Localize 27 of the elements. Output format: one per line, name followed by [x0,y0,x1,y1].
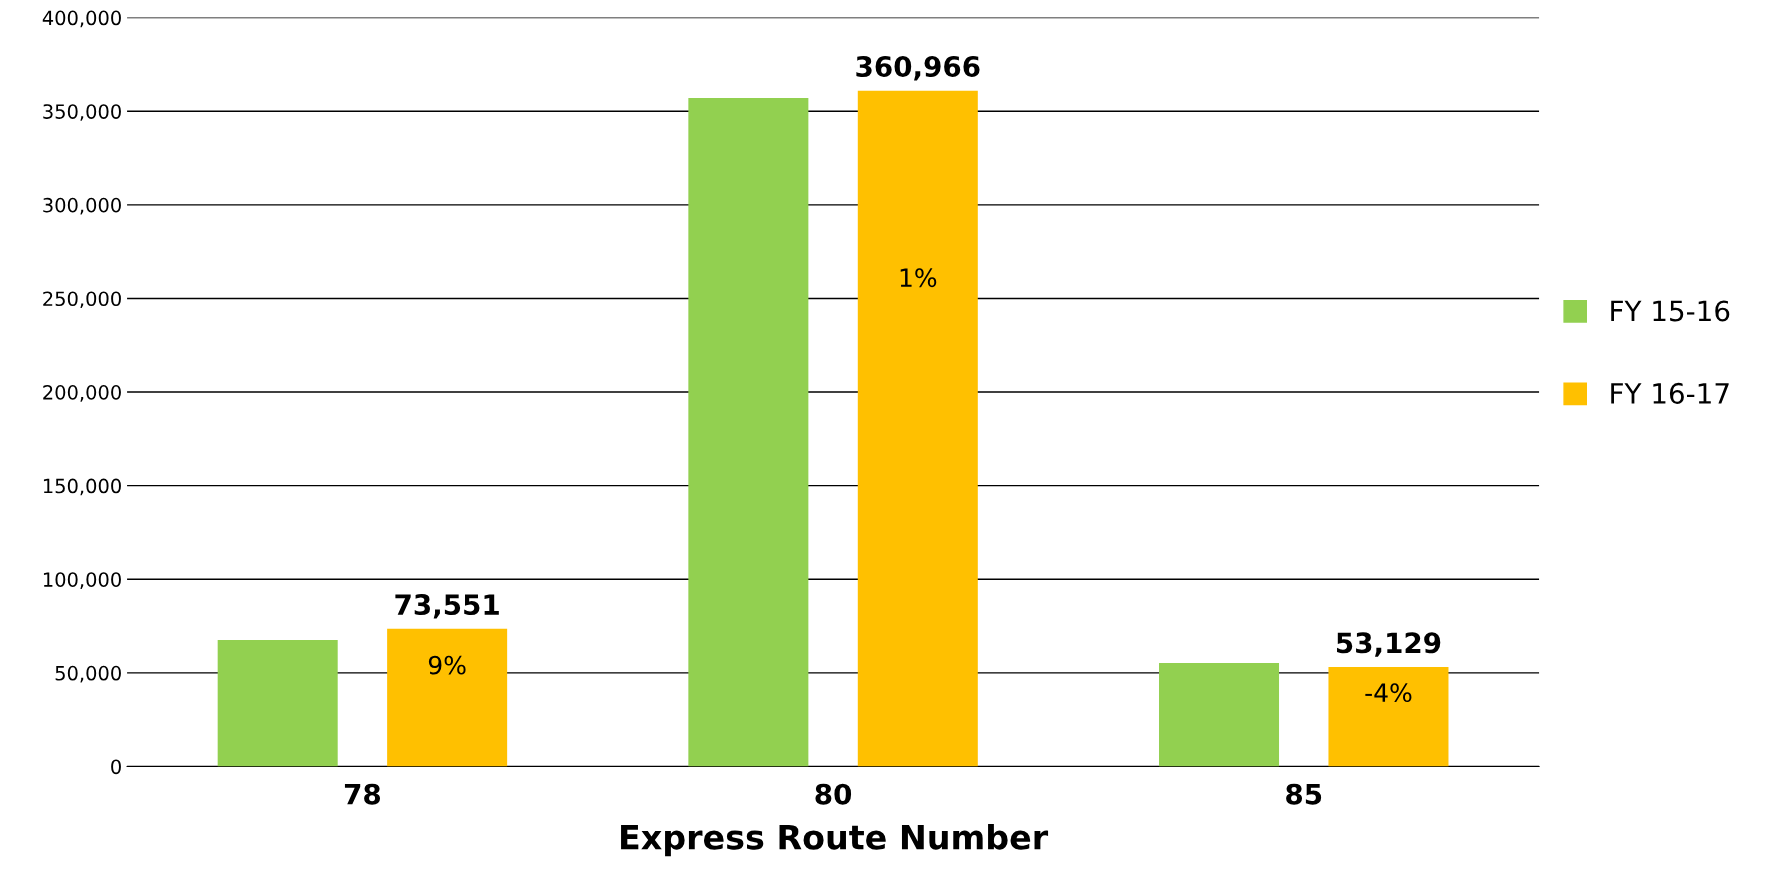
bar [857,90,978,767]
x-tick-label: 80 [815,783,852,805]
x-tick-label: 85 [1286,783,1322,805]
y-tick-label: 350,000 [43,104,121,121]
legend-label: FY 15-16 [1611,300,1730,322]
y-tick-label: 250,000 [43,291,121,309]
data-label: 73,551 [395,594,499,619]
bar [387,628,508,767]
x-axis-title: Express Route Number [621,823,1049,857]
y-tick-label: 400,000 [42,10,121,28]
bar [217,640,338,767]
y-tick-label: 50,000 [55,665,121,683]
bar [1159,662,1280,767]
bar [1328,667,1449,767]
legend-label: FY 16-17 [1611,382,1729,404]
y-tick-label: 300,000 [43,197,121,215]
data-label: 53,129 [1337,632,1441,657]
annotation: -4% [1365,683,1412,703]
y-tick-label: 200,000 [43,385,121,402]
y-tick-label: 100,000 [43,572,121,589]
x-tick-label: 78 [344,783,381,805]
bar [688,98,809,767]
annotation: 1% [900,268,937,288]
y-tick-label: 0 [111,759,121,775]
y-tick-label: 150,000 [43,478,121,496]
data-label: 360,966 [856,55,980,81]
annotation: 9% [428,655,466,675]
